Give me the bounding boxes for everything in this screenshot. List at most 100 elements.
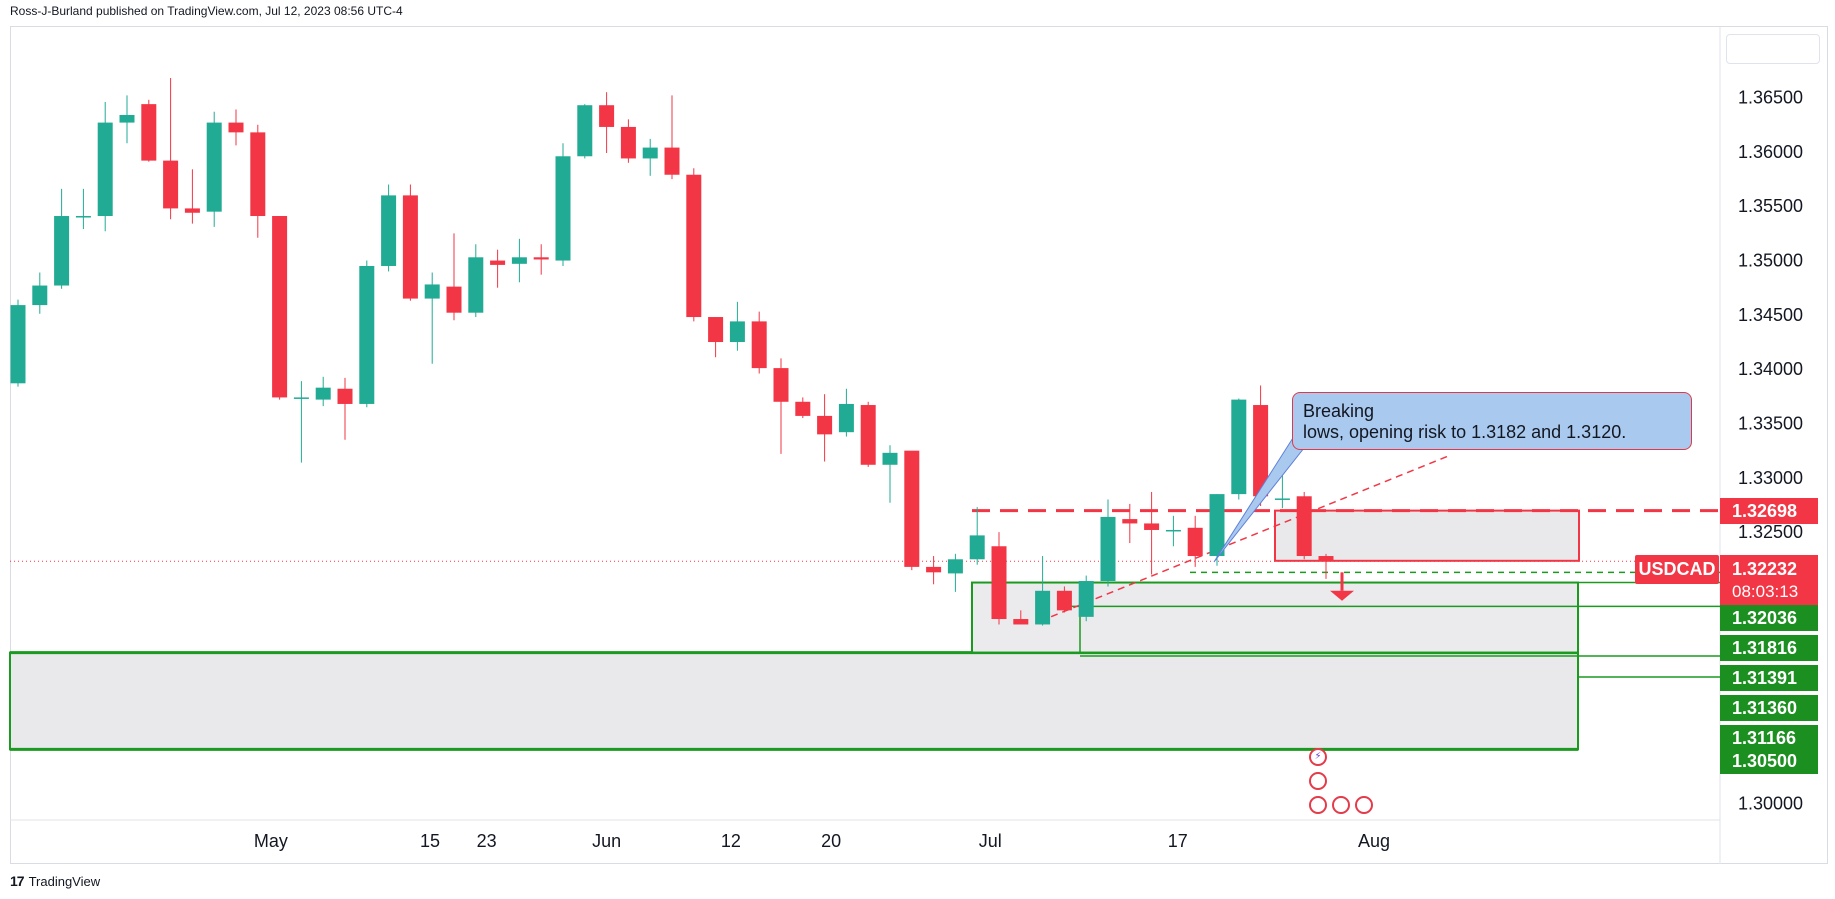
x-tick-label: 15 bbox=[420, 831, 440, 851]
candle-body bbox=[773, 368, 789, 402]
candle-body bbox=[969, 535, 985, 560]
x-tick-label: 23 bbox=[477, 831, 497, 851]
candle-body bbox=[620, 126, 636, 159]
publisher-header: Ross-J-Burland published on TradingView.… bbox=[10, 4, 403, 18]
candle-body bbox=[381, 195, 397, 266]
candle-body bbox=[1165, 529, 1181, 532]
candle-body bbox=[533, 257, 549, 260]
symbol-tag: USDCAD bbox=[1635, 555, 1719, 584]
candle-body bbox=[511, 257, 527, 264]
candle-body bbox=[686, 174, 702, 318]
candle-body bbox=[490, 260, 506, 265]
price-level-label: 1.30500 bbox=[1720, 748, 1818, 774]
candle-body bbox=[751, 321, 767, 369]
us-flag-icon[interactable] bbox=[1355, 796, 1373, 814]
candle-body bbox=[991, 546, 1007, 620]
tv-logo-icon: 17 bbox=[10, 873, 25, 889]
candle-body bbox=[1144, 523, 1160, 530]
price-level-label: 1.32036 bbox=[1720, 605, 1818, 631]
candle-body bbox=[1296, 496, 1312, 557]
y-tick-label: 1.33500 bbox=[1738, 414, 1803, 434]
trendline-dashed bbox=[1039, 455, 1449, 622]
us-flag-icon[interactable] bbox=[1332, 796, 1350, 814]
countdown: 08:03:13 bbox=[1732, 582, 1799, 601]
candle-body bbox=[599, 105, 615, 127]
price-level-label: 1.31360 bbox=[1720, 695, 1818, 721]
candle-body bbox=[75, 216, 91, 218]
support-zone-upper bbox=[971, 581, 1579, 654]
candle-body bbox=[97, 122, 113, 217]
top-scale-box[interactable] bbox=[1726, 34, 1820, 64]
candle-body bbox=[882, 452, 898, 465]
candle-body bbox=[1187, 527, 1203, 557]
support-zone-wide bbox=[9, 651, 1579, 751]
candle-body bbox=[1274, 498, 1290, 500]
price-level-label: 1.32698 bbox=[1720, 497, 1818, 524]
candle-body bbox=[817, 415, 833, 435]
candle-body bbox=[642, 147, 658, 159]
lightning-icon[interactable]: ⚡ bbox=[1309, 748, 1327, 766]
annotation-callout[interactable]: Breaking lows, opening risk to 1.3182 an… bbox=[1292, 392, 1692, 450]
x-tick-label: 12 bbox=[721, 831, 741, 851]
x-tick-label: Aug bbox=[1358, 831, 1390, 851]
tradingview-logo[interactable]: 17 TradingView bbox=[10, 873, 100, 889]
candle-body bbox=[359, 265, 375, 404]
candle-body bbox=[206, 122, 222, 212]
candle-body bbox=[795, 401, 811, 416]
candle-body bbox=[555, 156, 571, 261]
candle-body bbox=[272, 216, 288, 398]
candle-body bbox=[860, 405, 876, 465]
price-level-label: 1.31816 bbox=[1720, 635, 1818, 661]
x-tick-label: Jul bbox=[979, 831, 1002, 851]
candle-body bbox=[250, 132, 266, 217]
candle-body bbox=[1231, 399, 1247, 495]
candle-body bbox=[315, 387, 331, 400]
x-tick-label: Jun bbox=[592, 831, 621, 851]
candle-body bbox=[1122, 519, 1138, 524]
candle-body bbox=[947, 559, 963, 574]
y-tick-label: 1.32500 bbox=[1738, 522, 1803, 542]
candle-body bbox=[1209, 494, 1225, 557]
x-tick-label: 20 bbox=[821, 831, 841, 851]
candle-body bbox=[424, 284, 440, 299]
y-tick-label: 1.36000 bbox=[1738, 142, 1803, 162]
candle-body bbox=[904, 450, 920, 567]
candle-body bbox=[54, 216, 70, 286]
x-tick-label: May bbox=[254, 831, 288, 851]
us-flag-icon[interactable] bbox=[1309, 772, 1327, 790]
candle-body bbox=[1100, 516, 1116, 582]
candle-body bbox=[1056, 590, 1072, 611]
candle-body bbox=[184, 208, 200, 213]
candle-body bbox=[1078, 581, 1094, 617]
candle-body bbox=[293, 397, 309, 399]
ca-flag-icon[interactable] bbox=[1309, 796, 1327, 814]
candle-body bbox=[10, 305, 26, 384]
annotation-text: Breaking lows, opening risk to 1.3182 an… bbox=[1303, 401, 1627, 442]
y-tick-label: 1.36500 bbox=[1738, 88, 1803, 108]
candle-body bbox=[337, 388, 353, 404]
current-price: 1.32232 bbox=[1732, 559, 1798, 579]
target-arrow-head bbox=[1330, 590, 1354, 601]
y-tick-label: 1.35000 bbox=[1738, 251, 1803, 271]
candle-body bbox=[664, 147, 680, 175]
resistance-zone bbox=[1274, 509, 1580, 562]
candle-body bbox=[838, 403, 854, 433]
candle-body bbox=[1253, 405, 1269, 497]
candle-body bbox=[119, 114, 135, 123]
candle-body bbox=[926, 566, 942, 573]
candle-body bbox=[402, 195, 418, 299]
candle-body bbox=[32, 285, 48, 306]
candle-body bbox=[228, 122, 244, 133]
y-tick-label: 1.34500 bbox=[1738, 305, 1803, 325]
current-price-label: 1.32232 08:03:13 bbox=[1720, 555, 1818, 607]
x-tick-label: 17 bbox=[1168, 831, 1188, 851]
candle-body bbox=[163, 160, 179, 209]
y-tick-label: 1.34000 bbox=[1738, 359, 1803, 379]
candle-body bbox=[141, 104, 157, 161]
chart-frame[interactable] bbox=[10, 26, 1828, 864]
candle-body bbox=[1013, 619, 1029, 625]
candle-body bbox=[729, 321, 745, 343]
candle-body bbox=[1318, 556, 1334, 562]
y-tick-label: 1.35500 bbox=[1738, 196, 1803, 216]
tv-logo-text: TradingView bbox=[28, 873, 101, 889]
